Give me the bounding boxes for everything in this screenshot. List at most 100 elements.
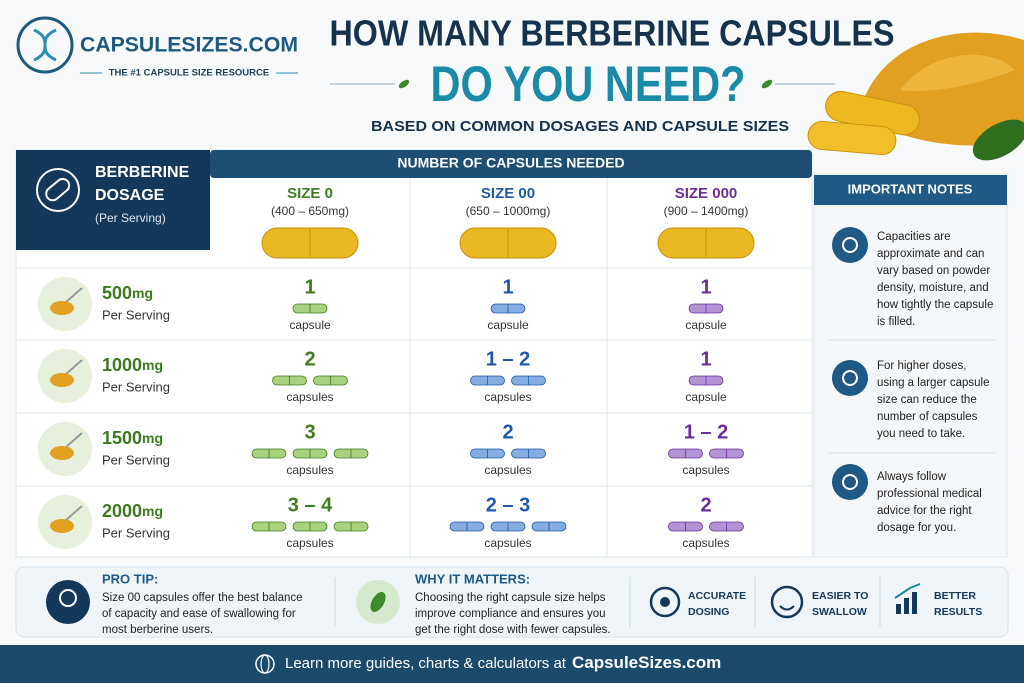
dose: 500mg: [102, 283, 153, 303]
feature-text: EASIER TO: [812, 590, 868, 602]
capsule-label: capsule: [685, 390, 727, 404]
dose-note: Per Serving: [102, 525, 170, 540]
note-text: you need to take.: [877, 428, 965, 440]
pill-icon: [45, 177, 71, 202]
capsule-label: capsules: [682, 463, 729, 477]
target-icon: [660, 597, 670, 607]
dose-unit: mg: [132, 285, 153, 301]
capsule-count: 1: [700, 276, 711, 298]
dose-value: 500: [102, 283, 132, 303]
subtitle: BASED ON COMMON DOSAGES AND CAPSULE SIZE…: [371, 118, 789, 135]
leaf: [398, 79, 410, 89]
note-text: size can reduce the: [877, 394, 977, 406]
spoon-icon: [65, 359, 83, 375]
powder-icon: [50, 301, 74, 315]
feature-text: BETTER: [934, 590, 976, 602]
dose-note: Per Serving: [102, 307, 170, 322]
dose-note: Per Serving: [102, 452, 170, 467]
capsule-count: 1 – 2: [486, 348, 530, 370]
dose-unit: mg: [142, 503, 163, 519]
dose: 2000mg: [102, 501, 163, 521]
note-text: number of capsules: [877, 411, 978, 423]
note-text: professional medical: [877, 488, 982, 500]
size-label: SIZE 000: [675, 185, 738, 202]
notes-header: [814, 175, 1007, 205]
chart-icon: [912, 592, 917, 614]
dosage-header: [16, 150, 210, 250]
dose-unit: mg: [142, 430, 163, 446]
dose-value: 1500: [102, 428, 142, 448]
note-text: Always follow: [877, 471, 947, 483]
size-label: SIZE 00: [481, 185, 535, 202]
tip-text: Size 00 capsules offer the best balance: [102, 592, 303, 604]
dose-note: Per Serving: [102, 379, 170, 394]
group-header-text: NUMBER OF CAPSULES NEEDED: [397, 155, 624, 171]
chart-icon: [904, 598, 909, 614]
note-text: advice for the right: [877, 505, 972, 517]
note-text: Capacities are: [877, 231, 951, 243]
tips-band: [15, 566, 1009, 638]
note-text: is filled.: [877, 316, 915, 328]
capsule-label: capsules: [286, 390, 333, 404]
capsule-image: [807, 120, 897, 156]
note-text: using a larger capsule: [877, 377, 990, 389]
title: HOW MANY BERBERINE CAPSULES: [330, 13, 895, 54]
capsule-label: capsules: [682, 536, 729, 550]
tip-text: improve compliance and ensures you: [415, 608, 606, 620]
capsule-label: capsule: [487, 318, 529, 332]
bulb-icon: [59, 589, 77, 607]
footer-link[interactable]: CapsuleSizes.com: [572, 653, 721, 672]
tip-title: PRO TIP:: [102, 571, 158, 586]
capsule-label: capsules: [484, 536, 531, 550]
tagline: THE #1 CAPSULE SIZE RESOURCE: [109, 68, 269, 79]
dose-unit: mg: [142, 357, 163, 373]
chart-icon: [894, 583, 921, 599]
capsule-count: 1: [304, 276, 315, 298]
leaf: [761, 79, 773, 89]
capsule-count: 3: [304, 421, 315, 443]
capsule-count: 2: [502, 421, 513, 443]
bulb-icon: [46, 580, 90, 624]
capsule-count: 3 – 4: [288, 494, 333, 516]
capsule-count: 1 – 2: [684, 421, 728, 443]
feature-text: DOSING: [688, 606, 729, 618]
dose-value: 2000: [102, 501, 142, 521]
capsule-label: capsules: [286, 536, 333, 550]
dose-value: 1000: [102, 355, 142, 375]
footer-text: Learn more guides, charts & calculators …: [285, 653, 721, 672]
feature-text: SWALLOW: [812, 606, 867, 618]
capsule-count: 1: [502, 276, 513, 298]
spoon-icon: [65, 432, 83, 448]
note-text: approximate and can: [877, 248, 984, 260]
dose: 1000mg: [102, 355, 163, 375]
feature-text: RESULTS: [934, 606, 982, 618]
spoon-icon: [65, 287, 83, 303]
logo-helix: [33, 28, 57, 62]
leaf: [972, 119, 1024, 161]
tip-text: of capacity and ease of swallowing for: [102, 608, 296, 620]
size-range: (650 – 1000mg): [466, 204, 551, 218]
smile-icon: [770, 585, 804, 619]
dosage-header-text: BERBERINE: [95, 164, 190, 181]
powder-icon: [50, 373, 74, 387]
powder-icon: [50, 519, 74, 533]
note-text: density, moisture, and: [877, 282, 989, 294]
capsule-count: 2 – 3: [486, 494, 530, 516]
turmeric-powder: [900, 54, 1015, 91]
smile-icon: [779, 605, 795, 611]
pill-icon: [36, 168, 80, 212]
dose: 1500mg: [102, 428, 163, 448]
leaf-icon: [370, 592, 386, 612]
note-text: For higher doses,: [877, 360, 967, 372]
globe-icon: [260, 654, 270, 674]
size-range: (400 – 650mg): [271, 204, 349, 218]
capsule-label: capsules: [484, 463, 531, 477]
capsule-label: capsule: [289, 318, 331, 332]
notes-title: IMPORTANT NOTES: [848, 181, 973, 196]
group-header: [210, 150, 812, 178]
note-icon-mark: [842, 370, 858, 386]
dosage-note: (Per Serving): [95, 211, 166, 225]
note-icon-mark: [842, 474, 858, 490]
note-icon: [832, 360, 868, 396]
